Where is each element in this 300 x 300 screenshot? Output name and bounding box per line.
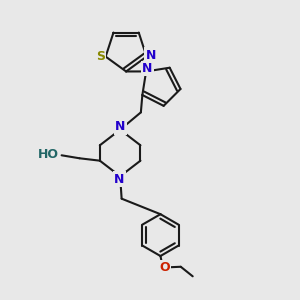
Text: N: N [142,62,152,75]
Text: N: N [114,173,124,186]
Text: S: S [96,50,105,63]
Text: N: N [115,120,125,133]
Text: N: N [146,49,156,62]
Text: O: O [159,262,170,275]
Text: HO: HO [38,148,58,161]
